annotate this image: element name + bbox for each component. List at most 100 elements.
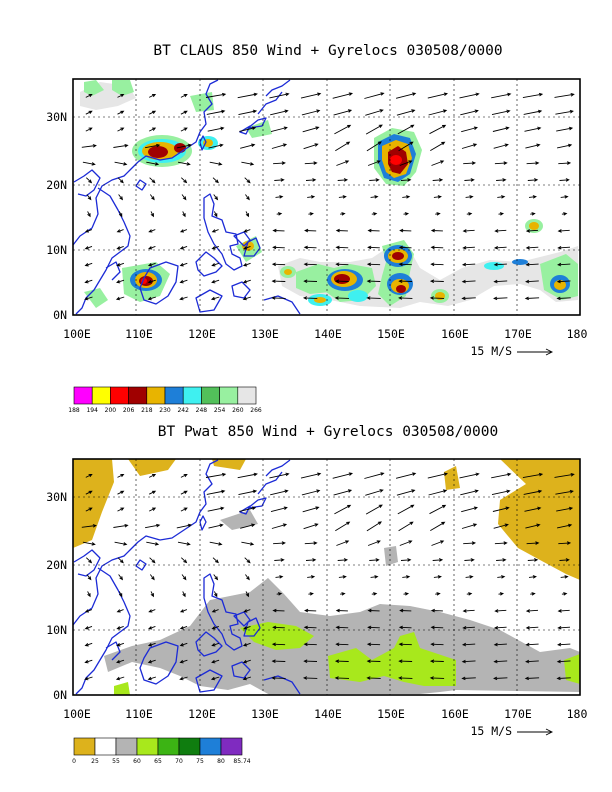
wind-vector-arrow [272,245,285,250]
wind-vector-arrow [210,296,220,301]
claus-cloud-area [529,222,539,230]
wind-vector-arrow [85,507,93,512]
wind-vector-arrow [179,245,188,250]
pwat-vector-key-label: 15 M/S [470,724,512,738]
wind-vector-arrow [179,296,188,301]
wind-vector-arrow [84,229,93,233]
pwat-x-tick-label: 110E [125,707,153,721]
wind-vector-arrow [396,489,416,496]
wind-vector-arrow [334,296,350,300]
wind-vector-arrow [334,124,352,135]
wind-vector-arrow [274,178,285,182]
claus-plot-frame [72,78,581,316]
wind-vector-arrow [527,178,539,182]
colorbar-swatch [94,737,117,756]
wind-vector-arrow [525,626,539,630]
wind-vector-arrow [497,195,506,199]
wind-vector-arrow [525,279,539,284]
wind-vector-arrow [85,93,93,98]
wind-vector-arrow [149,557,156,564]
wind-vector-arrow [334,676,350,680]
wind-vector-arrow [557,143,573,149]
wind-vector-arrow [466,212,473,216]
claus-y-tick-label: 10N [46,243,67,257]
wind-vector-arrow [524,296,540,301]
wind-vector-arrow [334,279,349,283]
wind-vector-arrow [334,504,352,515]
wind-vector-arrow [556,676,571,681]
wind-vector-arrow [242,296,252,301]
wind-vector-arrow [557,262,571,267]
wind-vector-arrow [556,126,574,132]
pwat-colorbar: 0 25 55 60 65 70 75 80 85.74 [72,737,251,765]
wind-vector-arrow [240,523,256,529]
pwat-vector-key: 15 M/S [470,724,554,738]
wind-vector-arrow [303,659,318,663]
wind-vector-arrow [205,472,227,478]
wind-vector-arrow [525,642,539,647]
wind-vector-arrow [431,160,445,166]
wind-vector-arrow [87,591,91,598]
wind-vector-arrow [433,195,442,199]
wind-vector-arrow [179,229,188,233]
colorbar-tick-label: 254 [214,407,226,414]
wind-vector-arrow [148,229,156,233]
wind-vector-arrow [208,143,224,149]
wind-vector-arrow [398,141,414,152]
claus-x-tick-label: 130E [251,327,279,341]
wind-vector-arrow [335,245,349,250]
wind-vector-arrow [429,296,445,300]
wind-vector-arrow [148,609,156,613]
colorbar-tick-label: 200 [105,407,117,414]
wind-vector-arrow [461,659,476,664]
wind-vector-arrow [212,557,219,564]
wind-vector-arrow [304,161,318,165]
wind-vector-arrow [335,262,349,267]
wind-vector-arrow [145,143,161,149]
wind-vector-arrow [402,195,411,199]
wind-vector-arrow [149,574,155,581]
claus-cloud-area [246,120,272,138]
wind-vector-arrow [530,212,536,216]
wind-vector-arrow [523,109,543,115]
wind-vector-arrow [242,642,251,647]
wind-vector-arrow [428,489,448,496]
wind-vector-arrow [336,540,350,546]
wind-vector-arrow [332,472,354,479]
wind-vector-arrow [118,591,123,598]
wind-vector-arrow [525,609,539,613]
wind-vector-arrow [557,642,571,647]
pwat-moisture-area [498,459,580,580]
claus-cloud-area [148,146,168,158]
wind-vector-arrow [337,558,349,562]
wind-vector-arrow [86,574,92,581]
claus-wind-vectors [81,92,575,301]
claus-map [72,78,581,316]
wind-vector-arrow [242,279,251,284]
wind-vector-arrow [117,490,125,495]
wind-vector-arrow [237,472,258,479]
wind-vector-arrow [179,609,188,613]
wind-vector-arrow [366,262,381,267]
colorbar-tick-label: 55 [112,758,120,765]
wind-vector-arrow [117,127,125,132]
wind-vector-arrow [116,609,124,613]
wind-vector-arrow [398,262,412,267]
pwat-moisture-area [114,682,130,695]
wind-vector-arrow [118,211,123,218]
claus-cloud-area [84,288,108,308]
wind-vector-arrow [182,591,186,598]
wind-vector-arrow [525,659,539,664]
wind-vector-arrow [148,473,157,478]
wind-vector-arrow [84,676,93,681]
wind-vector-arrow [332,92,354,99]
colorbar-tick-label: 0 [72,758,76,765]
wind-vector-arrow [366,659,381,663]
wind-vector-arrow [304,228,317,233]
wind-vector-arrow [146,161,160,166]
claus-cloud-area [484,262,504,270]
claus-vector-key-label: 15 M/S [470,344,512,358]
wind-vector-arrow [429,659,444,663]
wind-vector-arrow [85,473,93,478]
